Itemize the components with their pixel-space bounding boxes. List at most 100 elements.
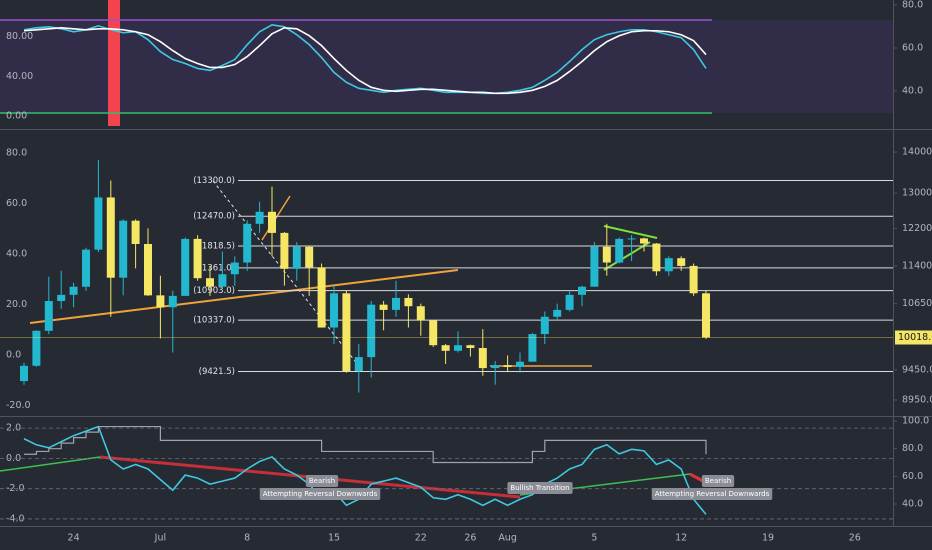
candle-body	[292, 246, 301, 269]
candle-body	[640, 238, 648, 244]
candle-body	[168, 295, 177, 308]
price-axis-label: 9450.0	[902, 364, 932, 375]
candle-body	[478, 348, 487, 369]
indicator-line	[24, 425, 707, 464]
left-axis-label: 40.00	[6, 71, 33, 82]
candle-body	[106, 197, 115, 278]
fib-level-label: (13300.0)	[193, 176, 235, 186]
price-axis-label: 11400.0	[902, 260, 932, 271]
x-tick-label: 26	[464, 533, 476, 544]
x-tick-label: 26	[849, 533, 861, 544]
fib-level-label: (10337.0)	[193, 316, 235, 326]
candle-body	[565, 294, 574, 310]
candle-body	[32, 330, 41, 366]
signal-label-box	[701, 475, 735, 487]
candle-body	[429, 320, 438, 346]
candle-body	[454, 345, 462, 351]
candle-body	[206, 278, 214, 287]
fib-level-label: (12470.0)	[193, 212, 235, 222]
left-axis-label: 0.00	[6, 111, 27, 122]
right-axis-label: 40.0	[902, 85, 923, 96]
candle-body	[367, 304, 376, 358]
candle-body	[491, 365, 500, 369]
candle-body	[677, 258, 686, 266]
candle-body	[689, 265, 698, 294]
candle-body	[181, 238, 190, 296]
signal-label: Bearish	[705, 477, 731, 485]
left-axis-label: 2.0	[6, 423, 21, 434]
candle-body	[578, 286, 586, 295]
x-tick-label: 22	[415, 533, 427, 544]
price-axis-label: 12200.0	[902, 223, 932, 234]
candle-body	[615, 238, 624, 263]
right-axis-label: 80.0	[902, 0, 923, 10]
candle-body	[57, 294, 66, 302]
x-tick-label: 15	[328, 533, 340, 544]
indicator-line	[23, 23, 707, 95]
price-axis-label: 14000.0	[902, 147, 932, 158]
candle-body	[416, 306, 425, 321]
candle-body	[44, 301, 53, 331]
candle-body	[230, 262, 239, 275]
trend-line	[29, 269, 459, 324]
candle-body	[94, 197, 103, 250]
candle-body	[652, 243, 661, 272]
candle-body	[193, 238, 202, 279]
last-price-box	[895, 330, 932, 345]
candle-body	[69, 286, 78, 295]
left-axis-label: 40.0	[6, 249, 27, 260]
candle-body	[218, 274, 227, 287]
left-axis-label: 80.00	[6, 31, 33, 42]
last-price-label: 10018.0	[898, 332, 932, 343]
candle-body	[317, 267, 326, 328]
right-axis-label: 40.0	[902, 498, 923, 509]
oscillator-band	[0, 20, 893, 113]
right-axis-label: 60.0	[902, 42, 923, 53]
candle-body	[392, 297, 400, 310]
left-axis-label: 20.0	[6, 299, 27, 310]
candle-body	[243, 223, 252, 263]
signal-label-box	[651, 488, 773, 500]
left-axis-label: 0.0	[6, 350, 21, 361]
signal-label: Attempting Reversal Downwards	[263, 490, 378, 498]
candle-body	[82, 249, 90, 287]
x-tick-label: Aug	[498, 533, 517, 544]
price-axis-label: 8950.0	[902, 394, 932, 405]
fib-level-label: (11361.0)	[193, 263, 235, 273]
candle-body	[255, 211, 264, 224]
signal-label-box	[305, 475, 339, 487]
indicator-line	[23, 26, 707, 95]
candle-body	[540, 316, 549, 335]
candle-body	[553, 309, 562, 317]
candle-body	[144, 244, 152, 296]
candle-body	[602, 246, 611, 263]
candle-body	[379, 304, 388, 310]
candle-body	[590, 246, 599, 287]
signal-label-box	[507, 482, 573, 494]
left-axis-label: 80.0	[6, 147, 27, 158]
left-axis-label: 60.0	[6, 198, 27, 209]
price-axis-label: 10650.0	[902, 298, 932, 309]
candle-body	[342, 293, 351, 372]
candle-body	[516, 361, 524, 367]
trend-line	[0, 456, 101, 472]
pattern-line	[603, 225, 658, 239]
candle-body	[528, 334, 537, 362]
candle-body	[404, 297, 413, 307]
signal-highlight	[108, 0, 120, 126]
candle-body	[466, 345, 475, 349]
fib-level-label: (10903.0)	[193, 286, 235, 296]
fib-anchor-line	[212, 180, 363, 371]
candle-body	[702, 293, 710, 338]
signal-label: Bearish	[309, 477, 335, 485]
x-tick-label: 12	[675, 533, 687, 544]
signal-label: Attempting Reversal Downwards	[655, 490, 770, 498]
candle-body	[156, 295, 165, 308]
candle-body	[330, 293, 338, 328]
price-axis-label: 13000.0	[902, 188, 932, 199]
x-tick-label: 8	[244, 533, 250, 544]
x-tick-label: Jul	[154, 533, 166, 544]
fib-level-label: (11818.5)	[193, 241, 235, 251]
